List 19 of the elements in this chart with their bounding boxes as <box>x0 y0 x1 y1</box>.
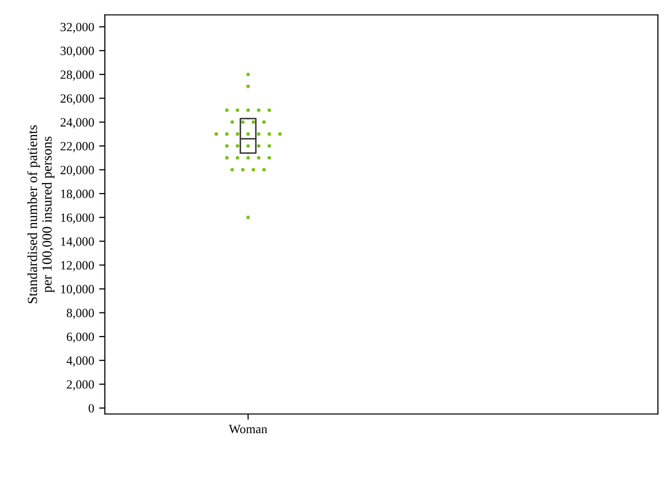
y-tick-label: 30,000 <box>60 46 94 57</box>
y-tick-label: 8,000 <box>66 308 94 319</box>
y-tick-label: 18,000 <box>61 190 94 200</box>
y-tick-label: 16,000 <box>61 213 94 224</box>
y-tick-label: 26,000 <box>60 94 94 105</box>
y-axis-title: Standardised number of patients per 100,000 insured persons <box>27 125 54 304</box>
y-tick-label: 28,000 <box>60 70 94 81</box>
y-tick-label: 4,000 <box>66 356 94 367</box>
y-tick-label: 14,000 <box>61 237 94 248</box>
x-tick-label: Woman <box>228 424 268 434</box>
y-tick-label: 12,000 <box>61 261 94 272</box>
y-tick-label: 0 <box>88 404 94 413</box>
y-tick-label: 6,000 <box>66 332 94 343</box>
y-tick-label: 10,000 <box>61 284 94 296</box>
y-tick-label: 20,000 <box>60 166 94 176</box>
y-tick-label: 32,000 <box>60 22 94 34</box>
y-tick-label: 24,000 <box>60 118 94 128</box>
y-tick-label: 2,000 <box>66 380 94 390</box>
y-tick-label: 22,000 <box>60 142 94 152</box>
